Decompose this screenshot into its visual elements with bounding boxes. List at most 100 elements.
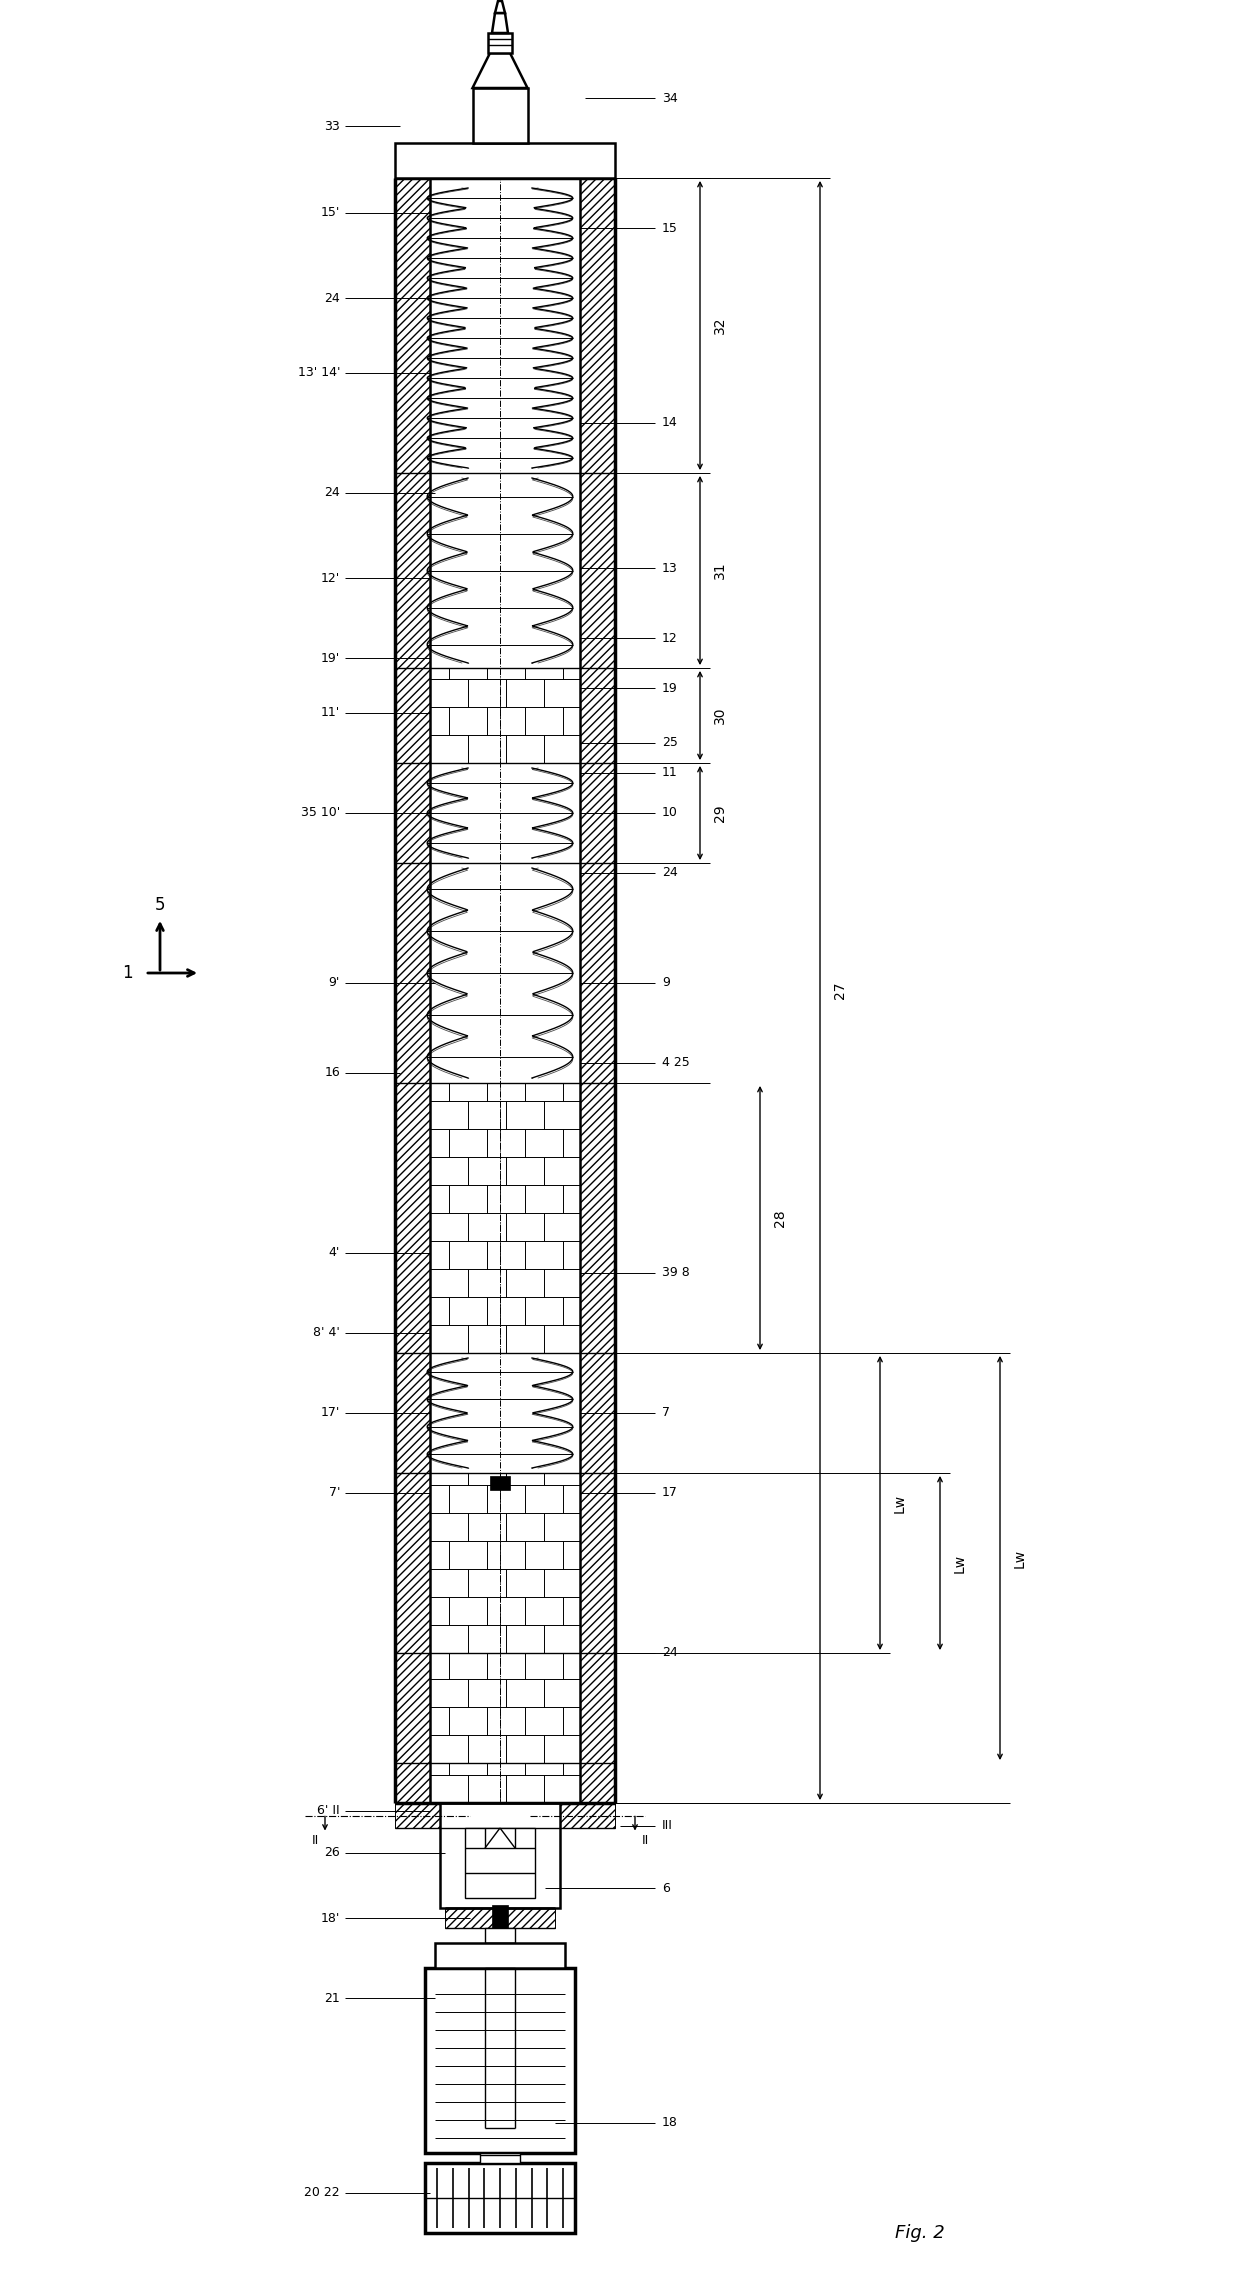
Text: 1: 1 xyxy=(123,963,133,981)
Bar xyxy=(425,1967,575,2153)
Bar xyxy=(467,477,532,663)
Bar xyxy=(396,764,430,862)
Text: 24: 24 xyxy=(324,291,340,305)
Text: 30: 30 xyxy=(713,706,727,725)
Text: 15': 15' xyxy=(321,206,340,220)
Text: 14: 14 xyxy=(662,417,678,429)
Text: 19: 19 xyxy=(662,681,678,695)
Text: Lw: Lw xyxy=(1013,1548,1027,1568)
Text: 29: 29 xyxy=(713,805,727,821)
Bar xyxy=(396,472,430,667)
Bar xyxy=(467,188,532,468)
Bar xyxy=(580,1082,615,1353)
Bar xyxy=(467,869,532,1078)
Bar xyxy=(467,768,532,858)
Bar xyxy=(465,1828,534,1899)
Bar xyxy=(435,1942,565,1967)
Text: 28: 28 xyxy=(773,1208,787,1227)
Bar xyxy=(435,1942,565,1967)
Polygon shape xyxy=(472,53,527,87)
Text: 6: 6 xyxy=(662,1883,670,1894)
Text: 17: 17 xyxy=(662,1486,678,1500)
Bar xyxy=(430,188,580,468)
Text: III: III xyxy=(662,1818,673,1832)
Text: II: II xyxy=(311,1834,319,1846)
Text: 19': 19' xyxy=(321,651,340,665)
Text: 13: 13 xyxy=(662,562,678,576)
Bar xyxy=(396,1472,430,1653)
Text: 18: 18 xyxy=(662,2116,678,2130)
Text: 34: 34 xyxy=(662,92,678,105)
Text: 17': 17' xyxy=(321,1406,340,1419)
Text: 16: 16 xyxy=(324,1066,340,1080)
Text: 18': 18' xyxy=(321,1912,340,1924)
Bar xyxy=(490,1477,510,1490)
Text: 24: 24 xyxy=(662,867,678,881)
Bar xyxy=(480,2153,520,2162)
Bar xyxy=(430,667,580,764)
Text: 10: 10 xyxy=(662,807,678,819)
Bar xyxy=(430,869,580,1078)
Text: Lw: Lw xyxy=(954,1552,967,1573)
Bar xyxy=(396,142,430,179)
Text: 4': 4' xyxy=(329,1247,340,1259)
Bar xyxy=(580,667,615,764)
Bar xyxy=(396,1082,430,1353)
Text: 11: 11 xyxy=(662,766,678,780)
Bar xyxy=(580,1472,615,1653)
Polygon shape xyxy=(492,14,508,32)
Text: 24: 24 xyxy=(324,486,340,500)
Bar xyxy=(396,142,615,179)
Text: Lw: Lw xyxy=(893,1493,906,1513)
Text: 35 10': 35 10' xyxy=(301,807,340,819)
Text: 7': 7' xyxy=(329,1486,340,1500)
Bar xyxy=(580,179,615,472)
Bar xyxy=(430,477,580,663)
Text: 4 25: 4 25 xyxy=(662,1057,689,1069)
Bar xyxy=(485,1928,515,1942)
Text: 12': 12' xyxy=(321,571,340,585)
Bar xyxy=(467,1357,532,1468)
Text: 7: 7 xyxy=(662,1406,670,1419)
Bar xyxy=(580,1353,615,1472)
Bar xyxy=(580,862,615,1082)
Bar xyxy=(430,1653,580,1763)
Bar xyxy=(430,768,580,858)
Text: 11': 11' xyxy=(321,706,340,720)
Bar xyxy=(445,1908,556,1928)
Text: 33: 33 xyxy=(324,119,340,133)
Bar xyxy=(472,87,527,142)
Bar xyxy=(580,764,615,862)
Text: Fig. 2: Fig. 2 xyxy=(895,2224,945,2243)
Bar xyxy=(430,1763,580,1802)
Bar xyxy=(580,1653,615,1763)
Bar xyxy=(396,862,430,1082)
Text: 9: 9 xyxy=(662,977,670,991)
Bar xyxy=(430,1472,580,1653)
Bar xyxy=(489,32,512,53)
Text: 26: 26 xyxy=(324,1846,340,1860)
Bar xyxy=(440,1802,560,1908)
Polygon shape xyxy=(495,0,505,14)
Bar xyxy=(396,1763,430,1802)
Text: 24: 24 xyxy=(662,1646,678,1660)
Bar xyxy=(396,1802,615,1828)
Text: 31: 31 xyxy=(713,562,727,580)
Bar xyxy=(430,1082,580,1353)
Text: 8' 4': 8' 4' xyxy=(314,1325,340,1339)
Bar xyxy=(580,1763,615,1802)
Text: 12: 12 xyxy=(662,631,678,644)
Bar xyxy=(396,667,430,764)
Text: 27: 27 xyxy=(833,981,847,1000)
Text: 20 22: 20 22 xyxy=(304,2188,340,2199)
Bar xyxy=(396,179,430,472)
Text: 6' II: 6' II xyxy=(317,1805,340,1816)
Text: II: II xyxy=(641,1834,649,1846)
Text: 32: 32 xyxy=(713,316,727,335)
Bar xyxy=(425,2162,575,2233)
Text: 9': 9' xyxy=(329,977,340,991)
Bar xyxy=(430,1357,580,1468)
Bar xyxy=(580,142,615,179)
Text: 13' 14': 13' 14' xyxy=(298,367,340,381)
Text: 25: 25 xyxy=(662,736,678,750)
